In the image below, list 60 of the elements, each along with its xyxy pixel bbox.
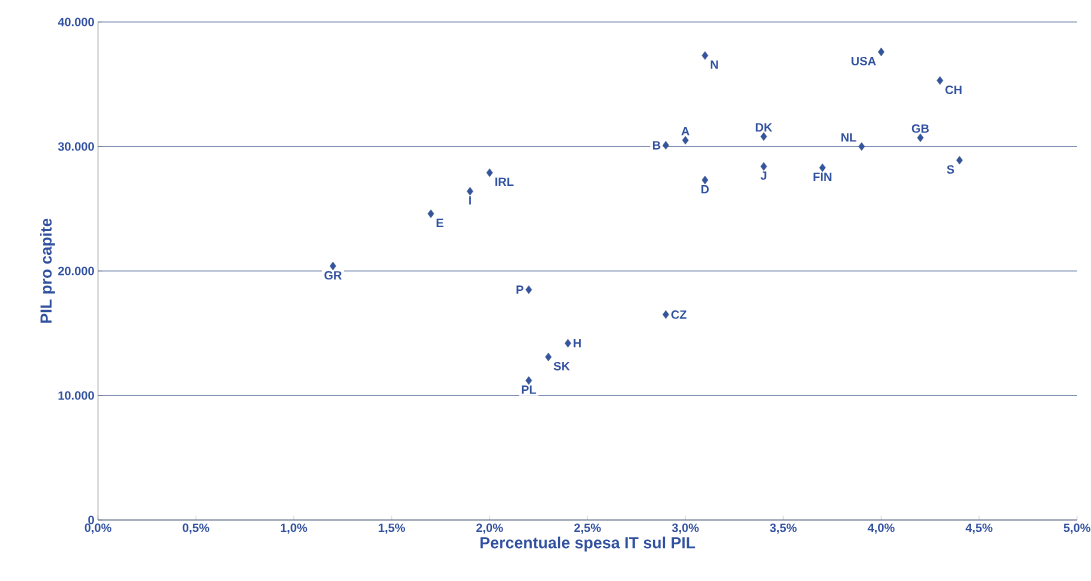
annotation: SK (553, 361, 570, 371)
x-tick-label: 5,0% (1063, 523, 1091, 534)
annotation: I (469, 196, 471, 205)
y-tick-label: 30.000 (58, 142, 94, 151)
x-tick-label: 3,5% (769, 523, 797, 534)
annotation: NL (841, 133, 857, 142)
point (701, 175, 709, 185)
annotation: IRL (495, 177, 514, 186)
y-axis-title: PIL pro capite (39, 218, 55, 323)
point (564, 339, 572, 348)
annotation: A (681, 127, 690, 136)
annotation: FIN (813, 172, 832, 181)
annotation: B (652, 141, 661, 150)
point (525, 376, 532, 385)
annotation: E (436, 218, 444, 227)
annotation: J (760, 171, 767, 180)
annotation: CH (945, 85, 962, 94)
point (662, 141, 670, 150)
x-tick-label: 4,0% (867, 523, 895, 534)
annotation: N (710, 60, 718, 69)
point (525, 285, 532, 294)
y-tick-label: 0 (88, 515, 94, 525)
point (956, 155, 963, 165)
x-tick-label: 1,0% (280, 523, 308, 534)
x-tick-label: 4,5% (965, 523, 993, 534)
point (427, 209, 435, 218)
annotation: H (573, 339, 581, 348)
point (682, 136, 689, 145)
annotation: P (516, 285, 524, 294)
point (545, 352, 552, 362)
x-tick-label: 3,0% (672, 523, 699, 534)
annotation: DK (755, 123, 773, 132)
x-axis-title: Percentuale spesa IT sul PIL (480, 536, 696, 552)
annotation: CZ (671, 310, 687, 319)
point (760, 162, 767, 171)
y-tick-label: 40.000 (57, 17, 94, 27)
annotation: D (701, 185, 709, 194)
point (858, 142, 865, 151)
annotation: USA (851, 56, 876, 66)
x-tick-label: 2,5% (574, 523, 601, 534)
point (878, 47, 885, 57)
point (466, 187, 474, 196)
point (917, 133, 924, 142)
annotation: S (946, 165, 955, 174)
x-tick-label: 2,0% (476, 523, 503, 534)
point (662, 310, 670, 319)
y-tick-label: 20.000 (58, 266, 94, 276)
annotation: GR (324, 271, 342, 280)
point (329, 261, 337, 271)
point (486, 168, 493, 177)
x-tick-label: 1,5% (378, 523, 406, 534)
point (701, 51, 709, 60)
y-tick-label: 10.000 (58, 391, 94, 400)
annotation: PL (521, 385, 537, 394)
point (819, 163, 826, 172)
x-tick-label: 0,0% (84, 523, 112, 534)
point (936, 76, 944, 85)
annotation: GB (911, 124, 929, 133)
point (760, 132, 767, 141)
x-tick-label: 0,5% (182, 523, 210, 534)
